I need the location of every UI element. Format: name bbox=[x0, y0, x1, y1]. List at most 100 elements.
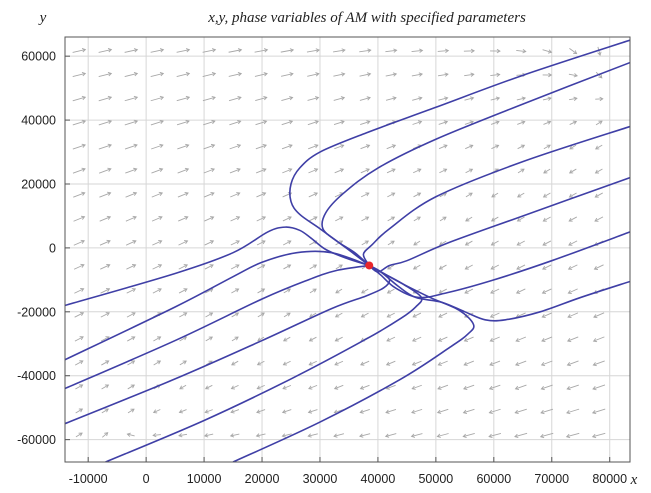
field-arrow-head bbox=[514, 433, 519, 439]
field-arrow bbox=[205, 312, 213, 318]
field-arrow bbox=[359, 49, 371, 53]
field-arrow-head bbox=[260, 288, 266, 293]
x-tick-label: 80000 bbox=[592, 472, 627, 486]
field-arrow-head bbox=[179, 385, 184, 390]
field-arrow bbox=[517, 168, 525, 174]
field-arrow bbox=[153, 336, 161, 342]
field-arrow-head bbox=[416, 192, 422, 197]
field-arrow bbox=[176, 96, 190, 102]
field-arrow-head bbox=[287, 240, 292, 245]
field-arrow bbox=[385, 73, 397, 77]
field-arrow-head bbox=[568, 217, 573, 222]
x-tick-label: 50000 bbox=[418, 472, 453, 486]
field-arrow-head bbox=[541, 337, 546, 343]
field-arrow-head bbox=[335, 289, 340, 294]
field-arrow-head bbox=[540, 385, 545, 391]
field-arrow-head bbox=[340, 120, 345, 125]
field-arrow bbox=[437, 73, 449, 77]
field-arrow-head bbox=[107, 48, 113, 53]
field-arrow bbox=[255, 120, 267, 126]
field-arrow-head bbox=[410, 433, 416, 438]
field-arrow-head bbox=[495, 144, 500, 149]
field-arrow bbox=[127, 433, 135, 437]
field-arrow bbox=[231, 312, 239, 318]
field-arrow bbox=[386, 360, 396, 366]
field-arrow-head bbox=[133, 95, 139, 101]
field-arrow-head bbox=[463, 361, 468, 366]
field-arrow-head bbox=[598, 120, 603, 125]
field-arrow-head bbox=[159, 48, 165, 53]
field-arrow-head bbox=[436, 433, 441, 438]
field-arrow-head bbox=[184, 167, 190, 172]
field-arrow-head bbox=[599, 96, 604, 102]
y-axis-label: y bbox=[38, 10, 47, 26]
field-arrow-head bbox=[386, 337, 391, 342]
field-arrow-head bbox=[366, 120, 371, 125]
field-arrow-head bbox=[384, 433, 390, 438]
field-arrow-head bbox=[130, 408, 135, 413]
field-arrow bbox=[179, 409, 187, 413]
field-arrow-head bbox=[261, 216, 267, 221]
field-arrow-head bbox=[341, 48, 346, 53]
field-arrow bbox=[569, 121, 577, 125]
field-arrow-head bbox=[594, 217, 599, 222]
field-arrow-head bbox=[80, 215, 86, 220]
field-arrow bbox=[386, 168, 396, 174]
field-arrow bbox=[307, 97, 319, 101]
field-arrow-head bbox=[288, 168, 293, 173]
field-arrow-head bbox=[236, 192, 241, 197]
field-arrow bbox=[489, 360, 501, 366]
field-arrow bbox=[438, 360, 448, 366]
field-arrow-head bbox=[470, 72, 475, 77]
field-arrow-head bbox=[131, 288, 137, 293]
field-arrow bbox=[281, 97, 293, 101]
field-arrow-head bbox=[185, 143, 190, 149]
field-arrow bbox=[488, 432, 502, 438]
field-arrow-head bbox=[79, 384, 84, 389]
field-arrow bbox=[437, 50, 449, 52]
field-arrow bbox=[360, 121, 370, 125]
field-arrow-head bbox=[256, 409, 261, 414]
field-arrow bbox=[231, 360, 239, 366]
field-arrow bbox=[255, 144, 267, 150]
field-arrow-head bbox=[437, 337, 443, 342]
field-arrow-head bbox=[130, 384, 135, 389]
field-arrow-head bbox=[235, 216, 241, 221]
field-arrow bbox=[230, 192, 240, 198]
field-arrow-head bbox=[516, 217, 522, 222]
field-arrow-head bbox=[468, 168, 474, 173]
field-arrow bbox=[254, 49, 268, 53]
y-tick-label: -60000 bbox=[17, 433, 56, 447]
field-arrow-head bbox=[158, 240, 163, 245]
field-arrow-head bbox=[392, 96, 397, 101]
field-arrow-head bbox=[495, 120, 500, 125]
field-arrow-head bbox=[262, 192, 267, 197]
field-arrow-head bbox=[210, 192, 215, 197]
field-arrow-head bbox=[365, 144, 371, 149]
field-arrow bbox=[595, 144, 603, 150]
field-arrow-head bbox=[412, 265, 418, 270]
field-arrow bbox=[124, 96, 138, 102]
field-arrow bbox=[334, 168, 344, 174]
field-arrow-head bbox=[516, 241, 521, 246]
field-arrow-head bbox=[256, 385, 261, 390]
field-arrow bbox=[152, 240, 162, 246]
field-arrow bbox=[385, 49, 397, 53]
field-arrow-head bbox=[568, 193, 573, 198]
field-arrow-head bbox=[314, 144, 319, 149]
field-arrow-head bbox=[592, 386, 597, 391]
field-arrow-head bbox=[156, 360, 162, 365]
field-arrow-head bbox=[183, 288, 188, 293]
field-arrow bbox=[568, 73, 578, 77]
field-arrow-head bbox=[178, 409, 183, 414]
field-arrow bbox=[333, 97, 345, 101]
field-arrow bbox=[437, 433, 449, 437]
field-arrow bbox=[411, 49, 423, 53]
x-tick-label: 10000 bbox=[187, 472, 222, 486]
field-arrow-head bbox=[521, 96, 527, 101]
field-arrow bbox=[151, 216, 163, 222]
field-arrow bbox=[177, 144, 189, 150]
field-arrow-head bbox=[594, 169, 600, 174]
field-arrow bbox=[517, 216, 525, 222]
field-arrow-head bbox=[334, 337, 339, 342]
